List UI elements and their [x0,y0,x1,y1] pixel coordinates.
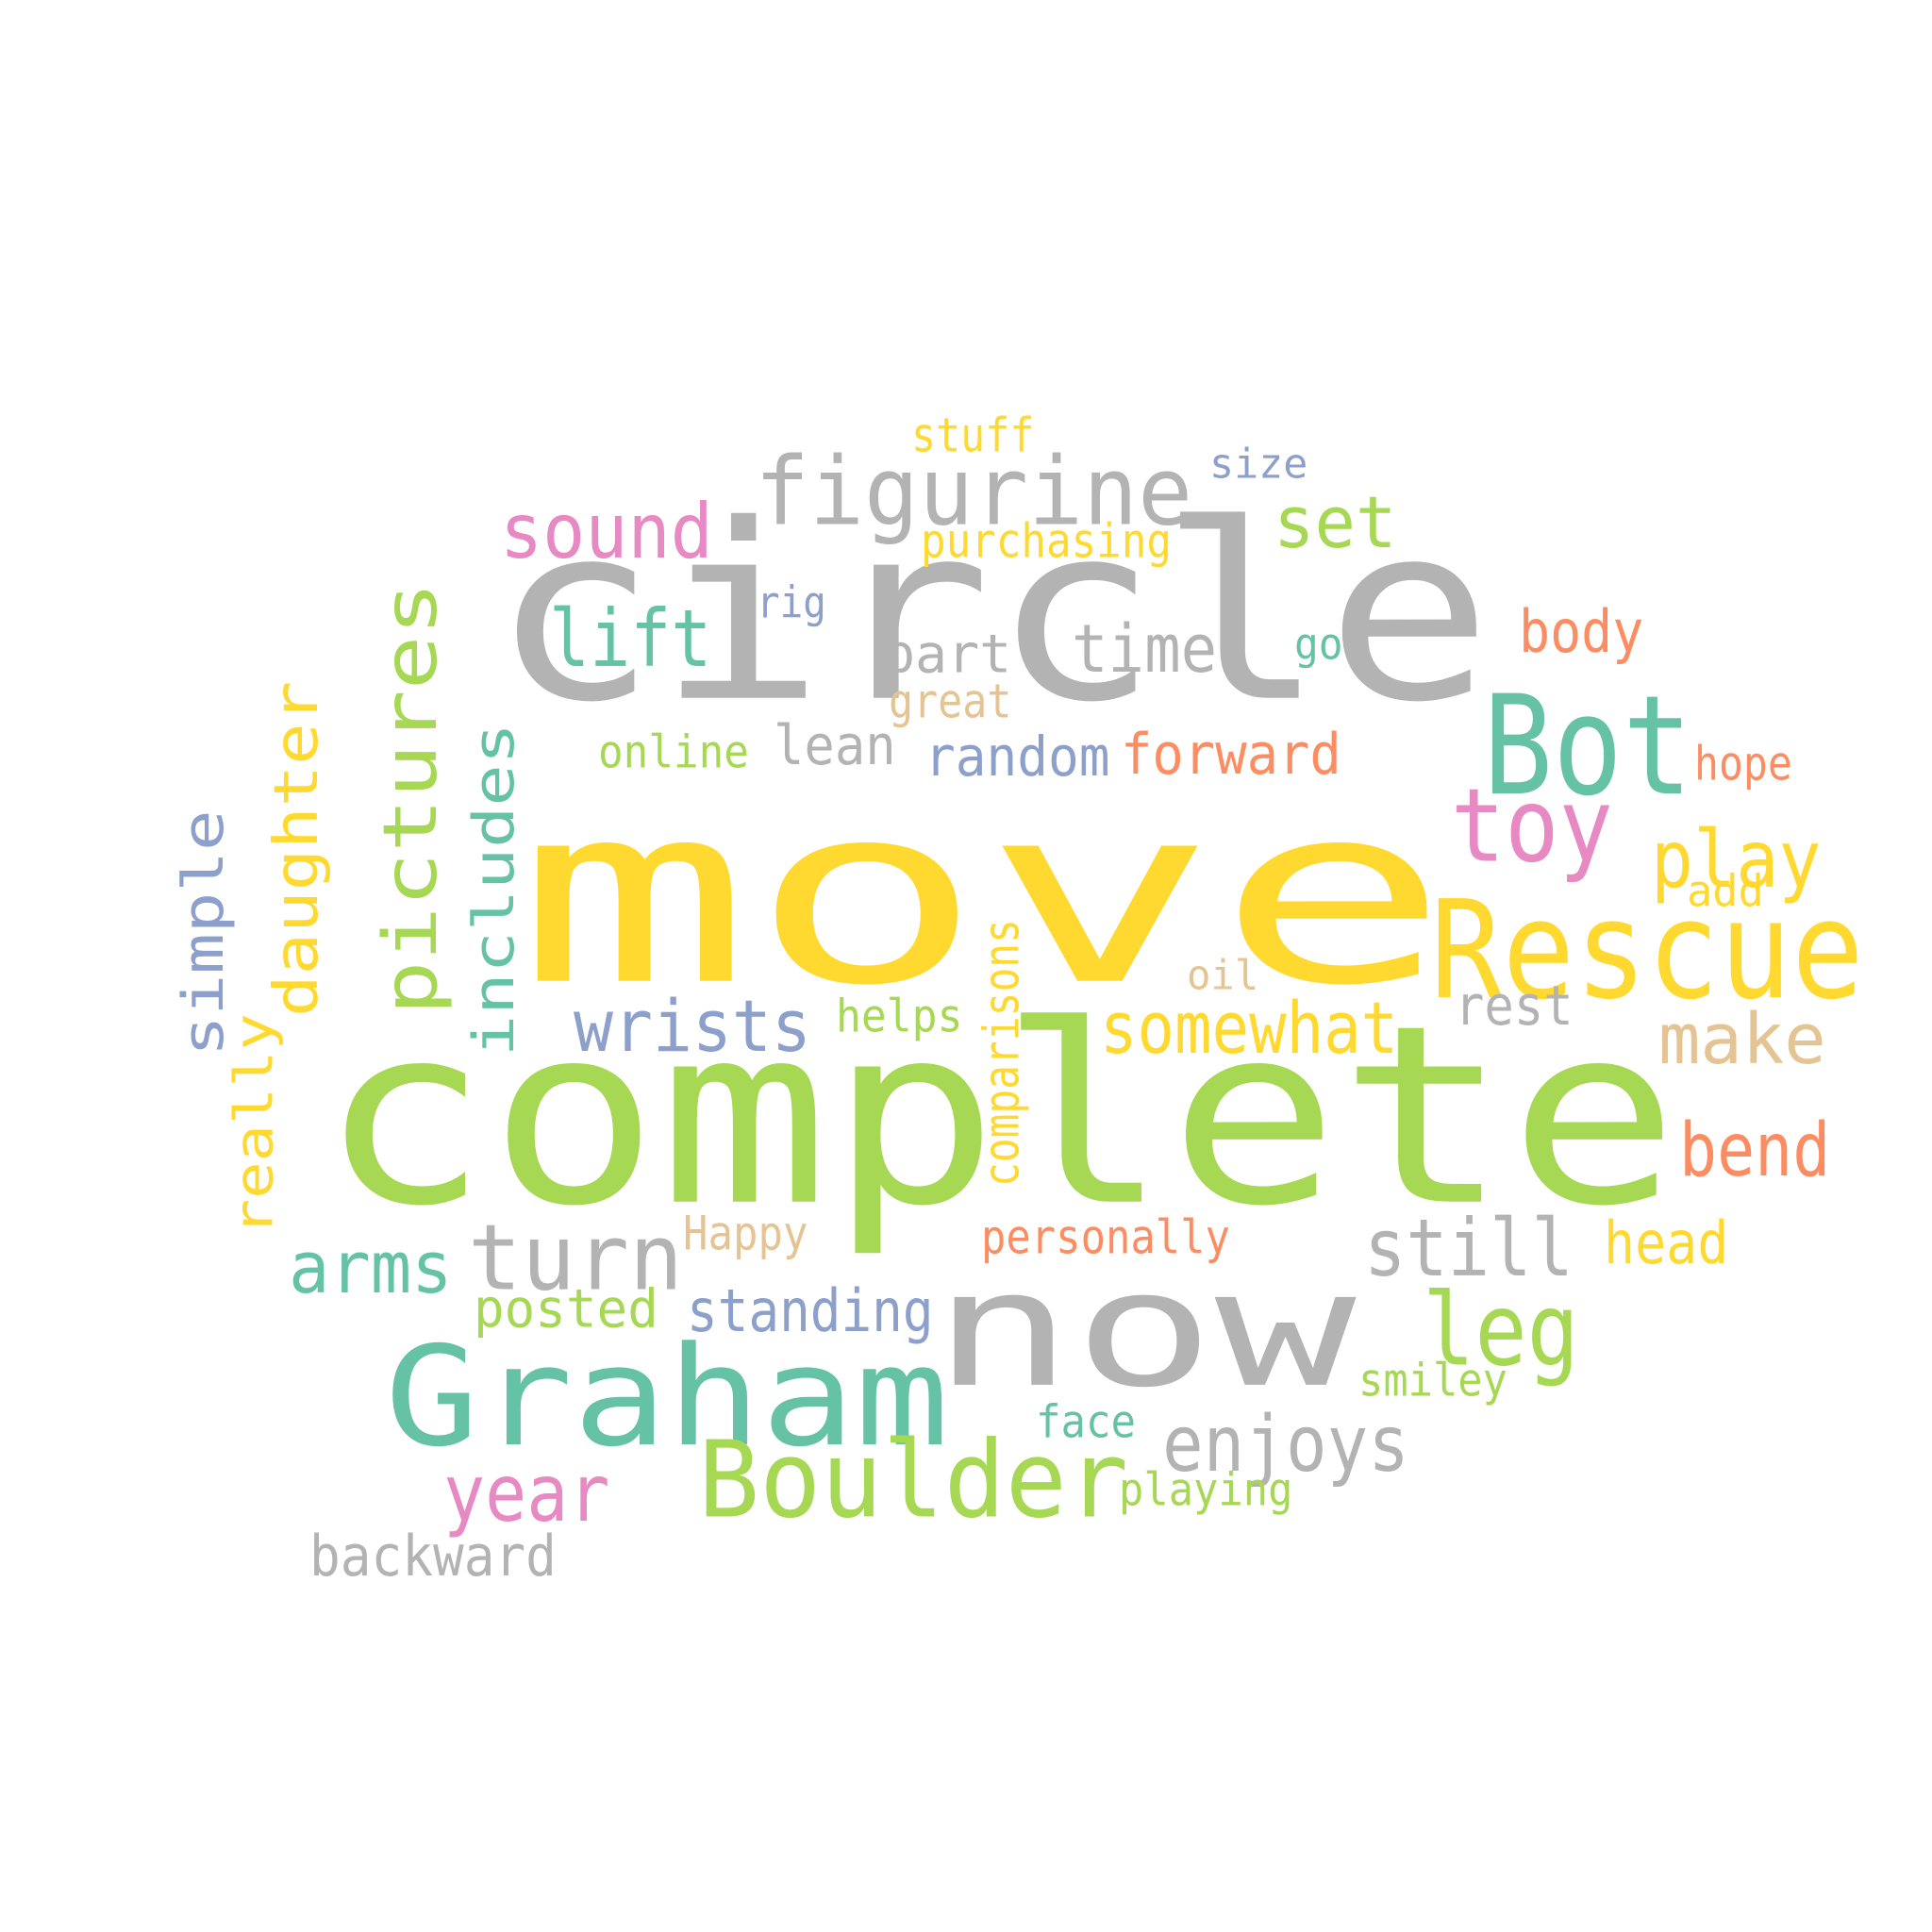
word-size: size [1209,440,1308,489]
word-stuff: stuff [911,407,1035,463]
word-go: go [1294,618,1343,670]
word-circle: circle [491,472,1493,756]
word-toy: toy [1451,767,1613,886]
word-complete: complete [319,972,1679,1260]
word-standing: standing [687,1277,934,1346]
word-move: move [517,751,1450,1040]
word-body: body [1519,598,1644,667]
word-great: great [889,673,1012,729]
word-play: play [1651,814,1822,907]
word-turn: turn [468,1205,683,1311]
word-pictures: pictures [367,581,454,1015]
word-backward: backward [309,1523,557,1590]
word-part: part [883,624,1012,686]
word-figurine: figurine [755,437,1193,547]
word-lift: lift [549,593,712,686]
word-purchasing: purchasing [921,512,1172,569]
word-happy: Happy [683,1205,808,1261]
word-graham: Graham [385,1317,950,1477]
word-somewhat: somewhat [1100,986,1399,1071]
word-sound: sound [500,488,713,576]
word-wrists: wrists [574,984,811,1069]
word-posted: posted [474,1278,658,1341]
word-playing: playing [1119,1463,1293,1517]
word-comparisons: comparisons [973,919,1031,1187]
word-now: now [932,1235,1357,1424]
word-rescue: Rescue [1430,872,1864,1030]
word-make: make [1658,999,1826,1081]
word-rig: rig [757,576,826,628]
word-enjoys: enjoys [1162,1398,1409,1490]
word-boulder: Boulder [698,1419,1129,1542]
word-smiley: smiley [1358,1354,1507,1407]
word-includes: includes [460,723,527,1057]
word-helps: helps [836,990,963,1043]
word-add: add [1687,865,1764,917]
word-face: face [1036,1395,1136,1449]
word-head: head [1604,1209,1729,1278]
word-bend: bend [1679,1107,1831,1193]
word-bot: Bot [1483,666,1693,826]
word-hope: hope [1694,735,1792,791]
word-leg: leg [1423,1273,1580,1390]
word-lean: lean [774,714,896,778]
word-set: set [1274,480,1397,565]
word-online: online [598,725,749,779]
word-arms: arms [289,1225,453,1310]
word-rest: rest [1455,974,1574,1039]
word-forward: forward [1121,721,1341,788]
word-still: still [1364,1203,1574,1295]
word-year: year [443,1448,610,1541]
word-oil: oil [1187,951,1259,1000]
word-personally: personally [981,1208,1230,1265]
word-time: time [1072,611,1218,689]
word-random: random [924,725,1110,790]
word-daughter: daughter [260,680,332,1017]
word-really: really [224,1013,286,1236]
